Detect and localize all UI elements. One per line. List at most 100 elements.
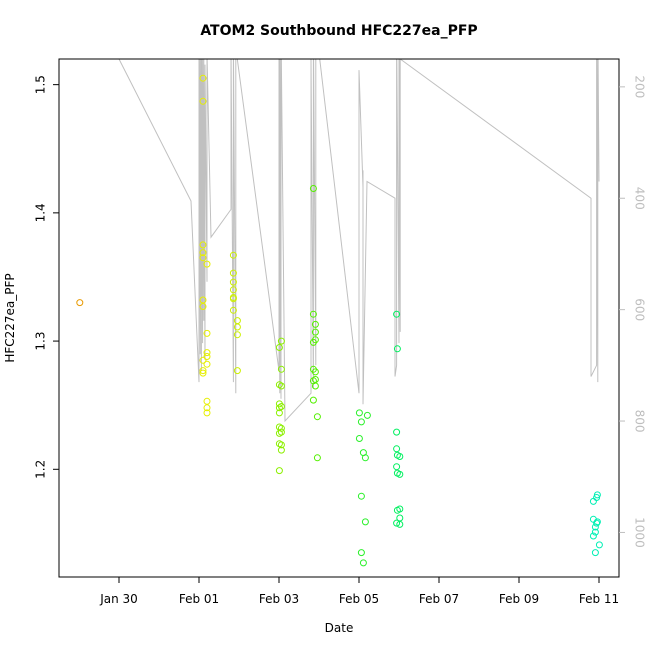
data-point — [355, 435, 363, 442]
data-point — [393, 428, 401, 436]
x-tick-label: Feb 03 — [259, 592, 299, 606]
data-point — [396, 520, 404, 528]
data-point — [393, 310, 401, 318]
x-tick-label: Feb 01 — [179, 592, 219, 606]
x-tick-label: Feb 05 — [339, 592, 379, 606]
data-point — [277, 365, 285, 373]
data-point — [311, 382, 319, 390]
y2-tick-label: 200 — [633, 75, 647, 98]
data-point — [275, 429, 283, 437]
data-point — [199, 74, 207, 82]
data-point — [275, 381, 283, 389]
data-point — [277, 337, 285, 345]
data-point — [595, 541, 603, 549]
data-point — [229, 306, 237, 314]
data-point — [393, 506, 401, 514]
data-point — [275, 467, 283, 475]
data-point — [203, 409, 211, 417]
chart-title: ATOM2 Southbound HFC227ea_PFP — [200, 23, 477, 39]
data-point — [277, 403, 285, 410]
data-point — [275, 344, 283, 351]
data-point — [233, 331, 241, 339]
data-point — [203, 404, 211, 412]
x-tick-label: Feb 11 — [579, 592, 619, 606]
data-point — [309, 310, 317, 318]
data-point — [229, 278, 237, 286]
data-point — [277, 441, 285, 449]
data-point — [229, 295, 237, 303]
data-point — [199, 97, 207, 105]
data-point — [313, 454, 321, 462]
data-point — [309, 396, 317, 404]
data-point — [593, 519, 601, 527]
data-point — [591, 528, 599, 536]
data-point — [199, 241, 207, 249]
data-point — [361, 518, 369, 526]
data-point — [275, 404, 283, 412]
data-point — [357, 418, 365, 426]
data-point — [309, 185, 317, 192]
y-tick-label: 1.3 — [34, 332, 48, 351]
data-point — [199, 249, 207, 257]
x-tick-label: Feb 07 — [419, 592, 459, 606]
y-tick-label: 1.5 — [34, 75, 48, 94]
y2-tick-label: 800 — [633, 410, 647, 433]
data-point — [233, 323, 241, 331]
data-point — [396, 453, 404, 460]
data-point — [589, 497, 597, 505]
y-axis-label: HFC227ea_PFP — [3, 273, 17, 362]
data-points-layer — [76, 74, 603, 567]
data-point — [203, 397, 211, 405]
data-point — [361, 454, 369, 462]
data-point — [313, 413, 321, 421]
pressure-trace-line — [116, 59, 600, 423]
data-point — [199, 367, 207, 375]
data-point — [393, 445, 401, 453]
y-tick-label: 1.2 — [34, 460, 48, 479]
y2-tick-label: 1000 — [633, 517, 647, 548]
data-point — [229, 286, 237, 294]
data-point — [199, 369, 207, 377]
x-tick-label: Feb 09 — [499, 592, 539, 606]
data-point — [203, 349, 211, 357]
data-point — [363, 411, 371, 419]
x-axis-label: Date — [325, 621, 354, 635]
data-point — [233, 367, 241, 375]
data-point — [277, 428, 285, 436]
data-point — [396, 470, 404, 478]
data-point — [203, 329, 211, 337]
data-point — [203, 360, 211, 368]
data-point — [199, 303, 207, 310]
data-point — [591, 523, 599, 531]
data-point — [203, 260, 211, 268]
secondary-line-layer — [116, 59, 600, 423]
y2-tick-label: 600 — [633, 298, 647, 321]
data-point — [199, 356, 207, 364]
data-point — [359, 559, 367, 567]
data-point — [357, 492, 365, 500]
data-point — [357, 549, 365, 557]
plot-frame — [58, 58, 620, 578]
data-point — [355, 409, 363, 417]
data-point — [277, 446, 285, 454]
axes-layer: Jan 30 Feb 01 Feb 03 Feb 05 Feb 07 Feb 09 Feb … — [34, 58, 647, 606]
y-tick-label: 1.4 — [34, 203, 48, 222]
x-tick-label: Jan 30 — [99, 592, 138, 606]
data-point — [229, 269, 237, 277]
data-point — [393, 345, 401, 353]
data-point — [229, 251, 237, 259]
y2-tick-label: 400 — [633, 187, 647, 210]
data-point — [393, 519, 401, 527]
data-point — [393, 463, 401, 471]
data-point — [199, 254, 207, 262]
data-point — [591, 549, 599, 557]
data-point — [311, 320, 319, 328]
data-point — [277, 382, 285, 390]
data-point — [275, 409, 283, 417]
data-point — [589, 532, 597, 540]
data-point — [76, 299, 84, 307]
data-point — [311, 328, 319, 336]
data-point — [311, 368, 319, 376]
